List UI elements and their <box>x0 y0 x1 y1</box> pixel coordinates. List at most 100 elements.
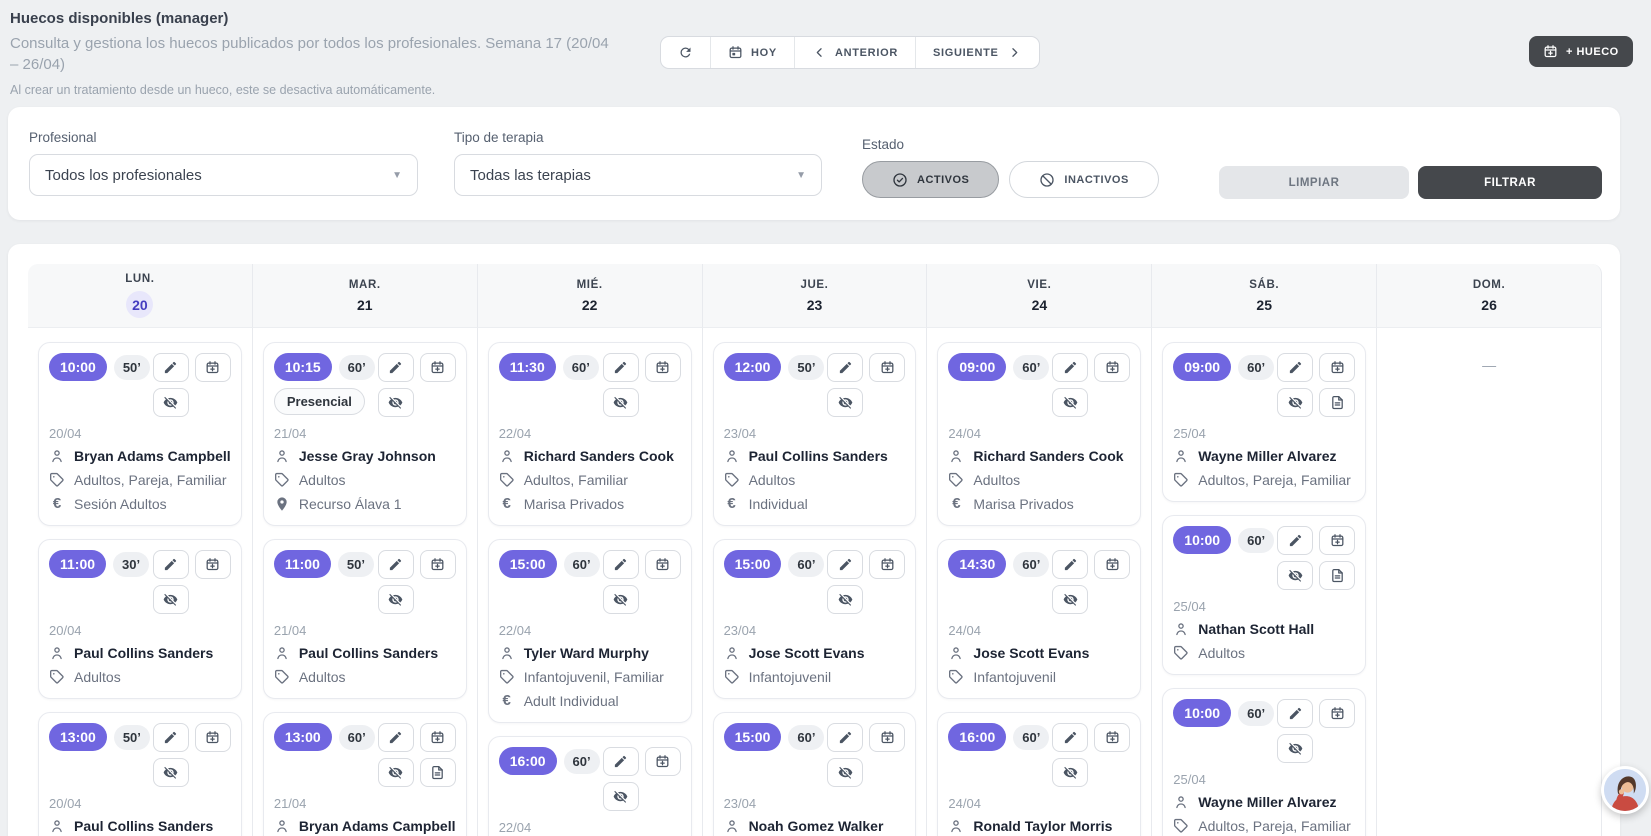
slot-meta-row: € Individual <box>724 494 906 513</box>
create-treatment-button[interactable] <box>1319 353 1356 382</box>
edit-slot-button[interactable] <box>1277 353 1314 382</box>
day-header-lun: LUN. 20 <box>28 264 253 328</box>
create-treatment-button[interactable] <box>194 353 231 382</box>
create-treatment-button[interactable] <box>194 550 231 579</box>
hide-slot-button[interactable] <box>377 585 414 614</box>
create-treatment-button[interactable] <box>869 550 906 579</box>
hide-slot-button[interactable] <box>1052 758 1089 787</box>
edit-slot-button[interactable] <box>152 353 189 382</box>
edit-slot-button[interactable] <box>377 353 414 382</box>
slot-notes-button[interactable] <box>1319 388 1356 417</box>
empty-day-placeholder: — <box>1482 357 1497 373</box>
eye-off-icon <box>388 592 403 607</box>
hide-slot-button[interactable] <box>152 758 189 787</box>
slot-meta-text: Bryan Adams Campbell <box>74 447 231 464</box>
refresh-button[interactable] <box>661 37 710 68</box>
hide-slot-button[interactable] <box>602 585 639 614</box>
slot-card-top: 16:00 60’ <box>948 723 1131 787</box>
eye-off-icon <box>613 789 628 804</box>
slot-duration-badge: 60’ <box>338 724 375 750</box>
create-treatment-button[interactable] <box>419 550 456 579</box>
edit-slot-button[interactable] <box>152 550 189 579</box>
person-icon <box>49 645 65 661</box>
hide-slot-button[interactable] <box>152 585 189 614</box>
status-active-button[interactable]: ACTIVOS <box>862 161 1000 198</box>
slot-meta-text: Adultos <box>1198 644 1245 661</box>
edit-slot-button[interactable] <box>1277 699 1314 728</box>
create-treatment-button[interactable] <box>1094 353 1131 382</box>
hide-slot-button[interactable] <box>602 388 639 417</box>
new-slot-button-label: + HUECO <box>1566 45 1619 58</box>
calendar-plus-icon <box>1330 533 1345 548</box>
hide-slot-button[interactable] <box>1052 585 1089 614</box>
create-treatment-button[interactable] <box>1094 550 1131 579</box>
person-icon <box>274 448 290 464</box>
hide-slot-button[interactable] <box>1277 734 1314 763</box>
status-inactive-button[interactable]: INACTIVOS <box>1009 161 1159 198</box>
edit-slot-button[interactable] <box>827 353 864 382</box>
slot-meta-text: Adultos <box>748 471 796 488</box>
slot-meta-row: Bryan Adams Campbell <box>49 446 231 465</box>
chat-widget-button[interactable] <box>1601 766 1649 814</box>
edit-slot-button[interactable] <box>602 550 639 579</box>
eye-off-icon <box>163 592 178 607</box>
create-treatment-button[interactable] <box>194 723 231 752</box>
create-treatment-button[interactable] <box>1319 699 1356 728</box>
create-treatment-button[interactable] <box>644 747 681 776</box>
edit-slot-button[interactable] <box>827 723 864 752</box>
edit-slot-button[interactable] <box>1052 550 1089 579</box>
slot-notes-button[interactable] <box>1319 561 1356 590</box>
hide-slot-button[interactable] <box>152 388 189 417</box>
hide-slot-button[interactable] <box>827 758 864 787</box>
person-icon <box>49 818 65 834</box>
create-treatment-button[interactable] <box>1094 723 1131 752</box>
edit-slot-button[interactable] <box>377 723 414 752</box>
create-treatment-button[interactable] <box>869 723 906 752</box>
create-treatment-button[interactable] <box>419 723 456 752</box>
create-treatment-button[interactable] <box>1319 526 1356 555</box>
create-treatment-button[interactable] <box>644 550 681 579</box>
slot-meta-text: Richard Sanders Cook <box>523 447 674 464</box>
slot-time-badge: 11:00 <box>273 550 331 578</box>
professional-select[interactable]: Todos los profesionales ▼ <box>29 154 418 196</box>
edit-slot-button[interactable] <box>602 353 639 382</box>
edit-slot-button[interactable] <box>827 550 864 579</box>
day-column-vie: 09:00 60’ 24/04 Richard Sanders Cook Adultos… <box>927 328 1153 836</box>
edit-slot-button[interactable] <box>602 747 639 776</box>
new-slot-button[interactable]: + HUECO <box>1529 36 1633 67</box>
hide-slot-button[interactable] <box>827 388 864 417</box>
hide-slot-button[interactable] <box>1052 388 1089 417</box>
edit-slot-button[interactable] <box>1277 526 1314 555</box>
hide-slot-button[interactable] <box>602 782 639 811</box>
slot-card: 10:00 60’ 25/04 Wayne Miller Alvarez Adultos… <box>1162 688 1367 836</box>
today-button[interactable]: HOY <box>710 37 794 68</box>
edit-slot-button[interactable] <box>1052 723 1089 752</box>
next-week-button[interactable]: SIGUIENTE <box>914 37 1039 68</box>
slot-meta-row: Adultos, Pareja, Familiar <box>1173 816 1355 835</box>
hide-slot-button[interactable] <box>1277 388 1314 417</box>
slot-card-top: 11:00 50’ <box>273 550 456 614</box>
pencil-icon <box>613 360 628 375</box>
slot-meta-row: Paul Collins Sanders <box>274 643 456 662</box>
hide-slot-button[interactable] <box>377 758 414 787</box>
edit-slot-button[interactable] <box>152 723 189 752</box>
hide-slot-button[interactable] <box>827 585 864 614</box>
person-icon <box>724 818 740 834</box>
hide-slot-button[interactable] <box>377 388 414 417</box>
hide-slot-button[interactable] <box>1277 561 1314 590</box>
edit-slot-button[interactable] <box>377 550 414 579</box>
create-treatment-button[interactable] <box>419 353 456 382</box>
slot-card-top: 11:30 60’ <box>498 353 681 417</box>
clear-filters-button[interactable]: LIMPIAR <box>1219 166 1409 199</box>
professional-select-value: Todos los profesionales <box>45 166 202 184</box>
slot-meta-row: Infantojuvenil <box>724 667 906 686</box>
apply-filters-button[interactable]: FILTRAR <box>1418 166 1602 199</box>
slot-notes-button[interactable] <box>419 758 456 787</box>
create-treatment-button[interactable] <box>644 353 681 382</box>
create-treatment-button[interactable] <box>869 353 906 382</box>
slot-meta-row: Paul Collins Sanders <box>724 446 906 465</box>
therapy-select[interactable]: Todas las terapias ▼ <box>454 154 822 196</box>
previous-week-button[interactable]: ANTERIOR <box>793 37 915 68</box>
edit-slot-button[interactable] <box>1052 353 1089 382</box>
